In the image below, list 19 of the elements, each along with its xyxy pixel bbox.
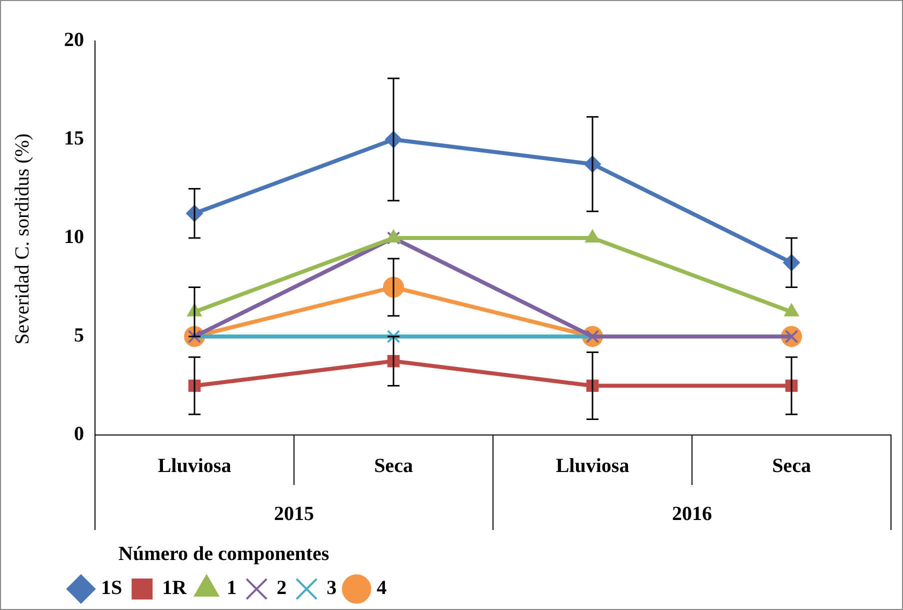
legend-label: 1 [226, 577, 237, 600]
y-tick-label: 0 [74, 423, 84, 446]
x-tick-label: Seca [374, 455, 413, 478]
y-tick-label: 15 [64, 128, 84, 150]
text: 2015 [274, 503, 314, 526]
legend-label: 1R [162, 577, 188, 600]
x-tick-label: Lluviosa [556, 455, 630, 478]
legend-label: 2 [276, 577, 287, 600]
y-tick-label: 20 [64, 29, 84, 52]
text: 2016 [672, 503, 712, 526]
legend-label: 4 [376, 577, 387, 600]
y-axis-title: Severidad C. sordidus (%) [12, 133, 34, 345]
legend-label: 1S [101, 577, 122, 600]
x-tick-label: Lluviosa [158, 455, 232, 478]
x-tick-label: Seca [772, 455, 811, 478]
y-tick-label: 10 [64, 226, 84, 248]
legend-label: 3 [326, 577, 337, 600]
legend-title: Número de componentes [118, 543, 330, 566]
y-tick-label: 5 [74, 324, 84, 347]
